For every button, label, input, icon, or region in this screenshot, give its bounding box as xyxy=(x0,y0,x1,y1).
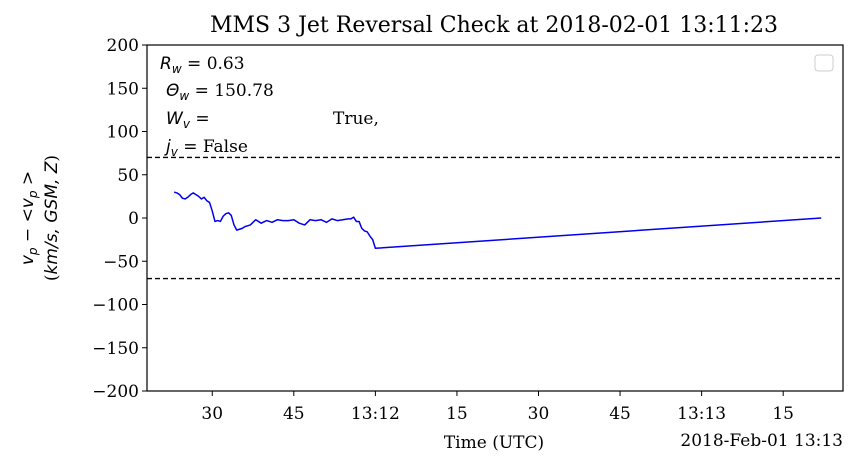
y-axis-ticks: 200 150 100 50 0 −50 −100 −150 −200 xyxy=(92,36,147,402)
legend-box xyxy=(814,54,834,72)
annotation-wv-value: True, xyxy=(333,109,379,129)
x-tick-label: 45 xyxy=(609,404,631,424)
y-tick-label: −50 xyxy=(103,252,139,272)
x-tick-label: 45 xyxy=(283,404,305,424)
x-axis-offset-label: 2018-Feb-01 13:13 xyxy=(680,431,843,451)
y-tick-label: −100 xyxy=(92,296,139,316)
y-axis-label-line2: (km/s, GSM, Z) xyxy=(42,155,62,281)
x-axis-label: Time (UTC) xyxy=(444,433,544,453)
series-layer xyxy=(173,191,822,250)
x-tick-label: 15 xyxy=(446,404,468,424)
x-tick-label: 15 xyxy=(772,404,794,424)
y-tick-label: −200 xyxy=(92,382,139,402)
threshold-lines xyxy=(147,156,843,280)
y-tick-label: 150 xyxy=(107,79,139,99)
y-tick-label: 100 xyxy=(107,123,139,143)
annotation-thetaw: Θw = 150.78 xyxy=(166,81,274,103)
plot-area xyxy=(147,45,843,391)
series-line-0 xyxy=(173,191,822,250)
x-tick-label: 13:12 xyxy=(351,404,400,424)
annotation-jv: jv = False xyxy=(164,137,248,159)
annotation-block: Rw = 0.63 Θw = 150.78 Wv = True, jv = Fa… xyxy=(160,54,379,159)
annotation-rw: Rw = 0.63 xyxy=(160,54,245,76)
y-tick-label: 200 xyxy=(107,36,139,56)
y-axis-label-line1: vp − <vp > xyxy=(18,171,40,265)
y-tick-label: 0 xyxy=(128,209,139,229)
annotation-wv: Wv = xyxy=(166,109,210,131)
y-tick-label: 50 xyxy=(117,166,139,186)
plot-background xyxy=(147,45,843,391)
y-axis-label: vp − <vp > (km/s, GSM, Z) xyxy=(18,155,62,281)
x-axis-ticks: 30 45 13:12 15 30 45 13:13 15 xyxy=(201,391,794,424)
y-tick-label: −150 xyxy=(92,339,139,359)
x-tick-label: 30 xyxy=(201,404,223,424)
x-tick-label: 13:13 xyxy=(677,404,726,424)
chart-title: MMS 3 Jet Reversal Check at 2018-02-01 1… xyxy=(210,13,778,38)
x-tick-label: 30 xyxy=(528,404,550,424)
